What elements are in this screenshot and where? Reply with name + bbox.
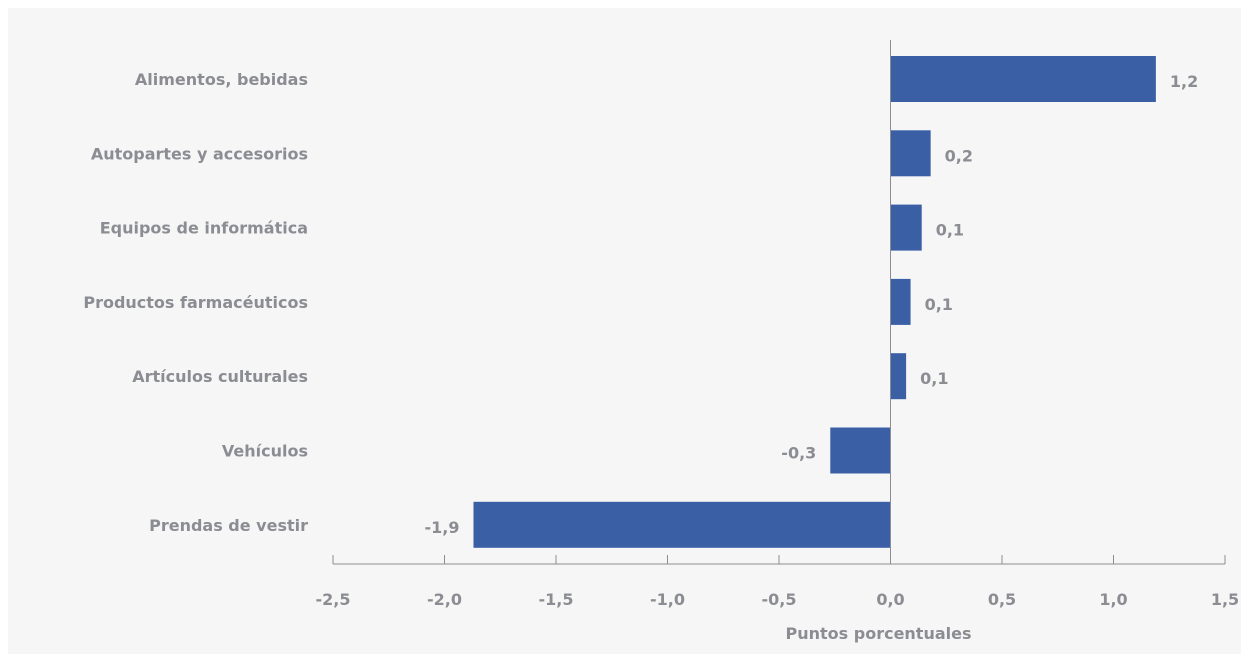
category-label: Equipos de informática (100, 219, 308, 238)
data-label: 0,1 (925, 295, 953, 314)
data-label: 0,2 (945, 146, 973, 165)
category-label: Productos farmacéuticos (83, 293, 308, 312)
x-axis-title: Puntos porcentuales (786, 624, 972, 643)
x-tick-label: -1,5 (539, 590, 574, 609)
x-tick-label: -2,5 (316, 590, 351, 609)
x-tick-label: -1,0 (650, 590, 685, 609)
data-label: -0,3 (781, 444, 816, 463)
x-tick-label: 1,0 (1099, 590, 1127, 609)
bar (890, 278, 911, 325)
labels-layer: Alimentos, bebidas 1,2 Autopartes y acceso… (83, 70, 1239, 609)
category-label: Vehículos (222, 442, 308, 461)
chart-panel: Alimentos, bebidas 1,2 Autopartes y acceso… (8, 8, 1241, 654)
bar-chart: Alimentos, bebidas 1,2 Autopartes y acceso… (83, 40, 1239, 643)
x-tick-label: 0,5 (988, 590, 1016, 609)
bar (473, 501, 891, 548)
bar (890, 353, 907, 400)
x-tick-label: -0,5 (762, 590, 797, 609)
category-label: Prendas de vestir (149, 516, 308, 535)
data-label: 1,2 (1170, 72, 1198, 91)
data-label: 0,1 (920, 369, 948, 388)
bar (890, 130, 931, 177)
category-label: Artículos culturales (132, 367, 308, 386)
category-label: Alimentos, bebidas (135, 70, 308, 89)
data-label: -1,9 (425, 518, 460, 537)
x-tick-label: 1,5 (1211, 590, 1239, 609)
bar (890, 204, 922, 251)
axes-layer (332, 40, 1226, 565)
data-label: 0,1 (936, 221, 964, 240)
bars-layer (473, 56, 1156, 548)
x-tick-label: 0,0 (876, 590, 904, 609)
bar (830, 427, 891, 474)
x-tick-label: -2,0 (427, 590, 462, 609)
category-label: Autopartes y accesorios (91, 144, 308, 163)
bar (890, 56, 1156, 102)
